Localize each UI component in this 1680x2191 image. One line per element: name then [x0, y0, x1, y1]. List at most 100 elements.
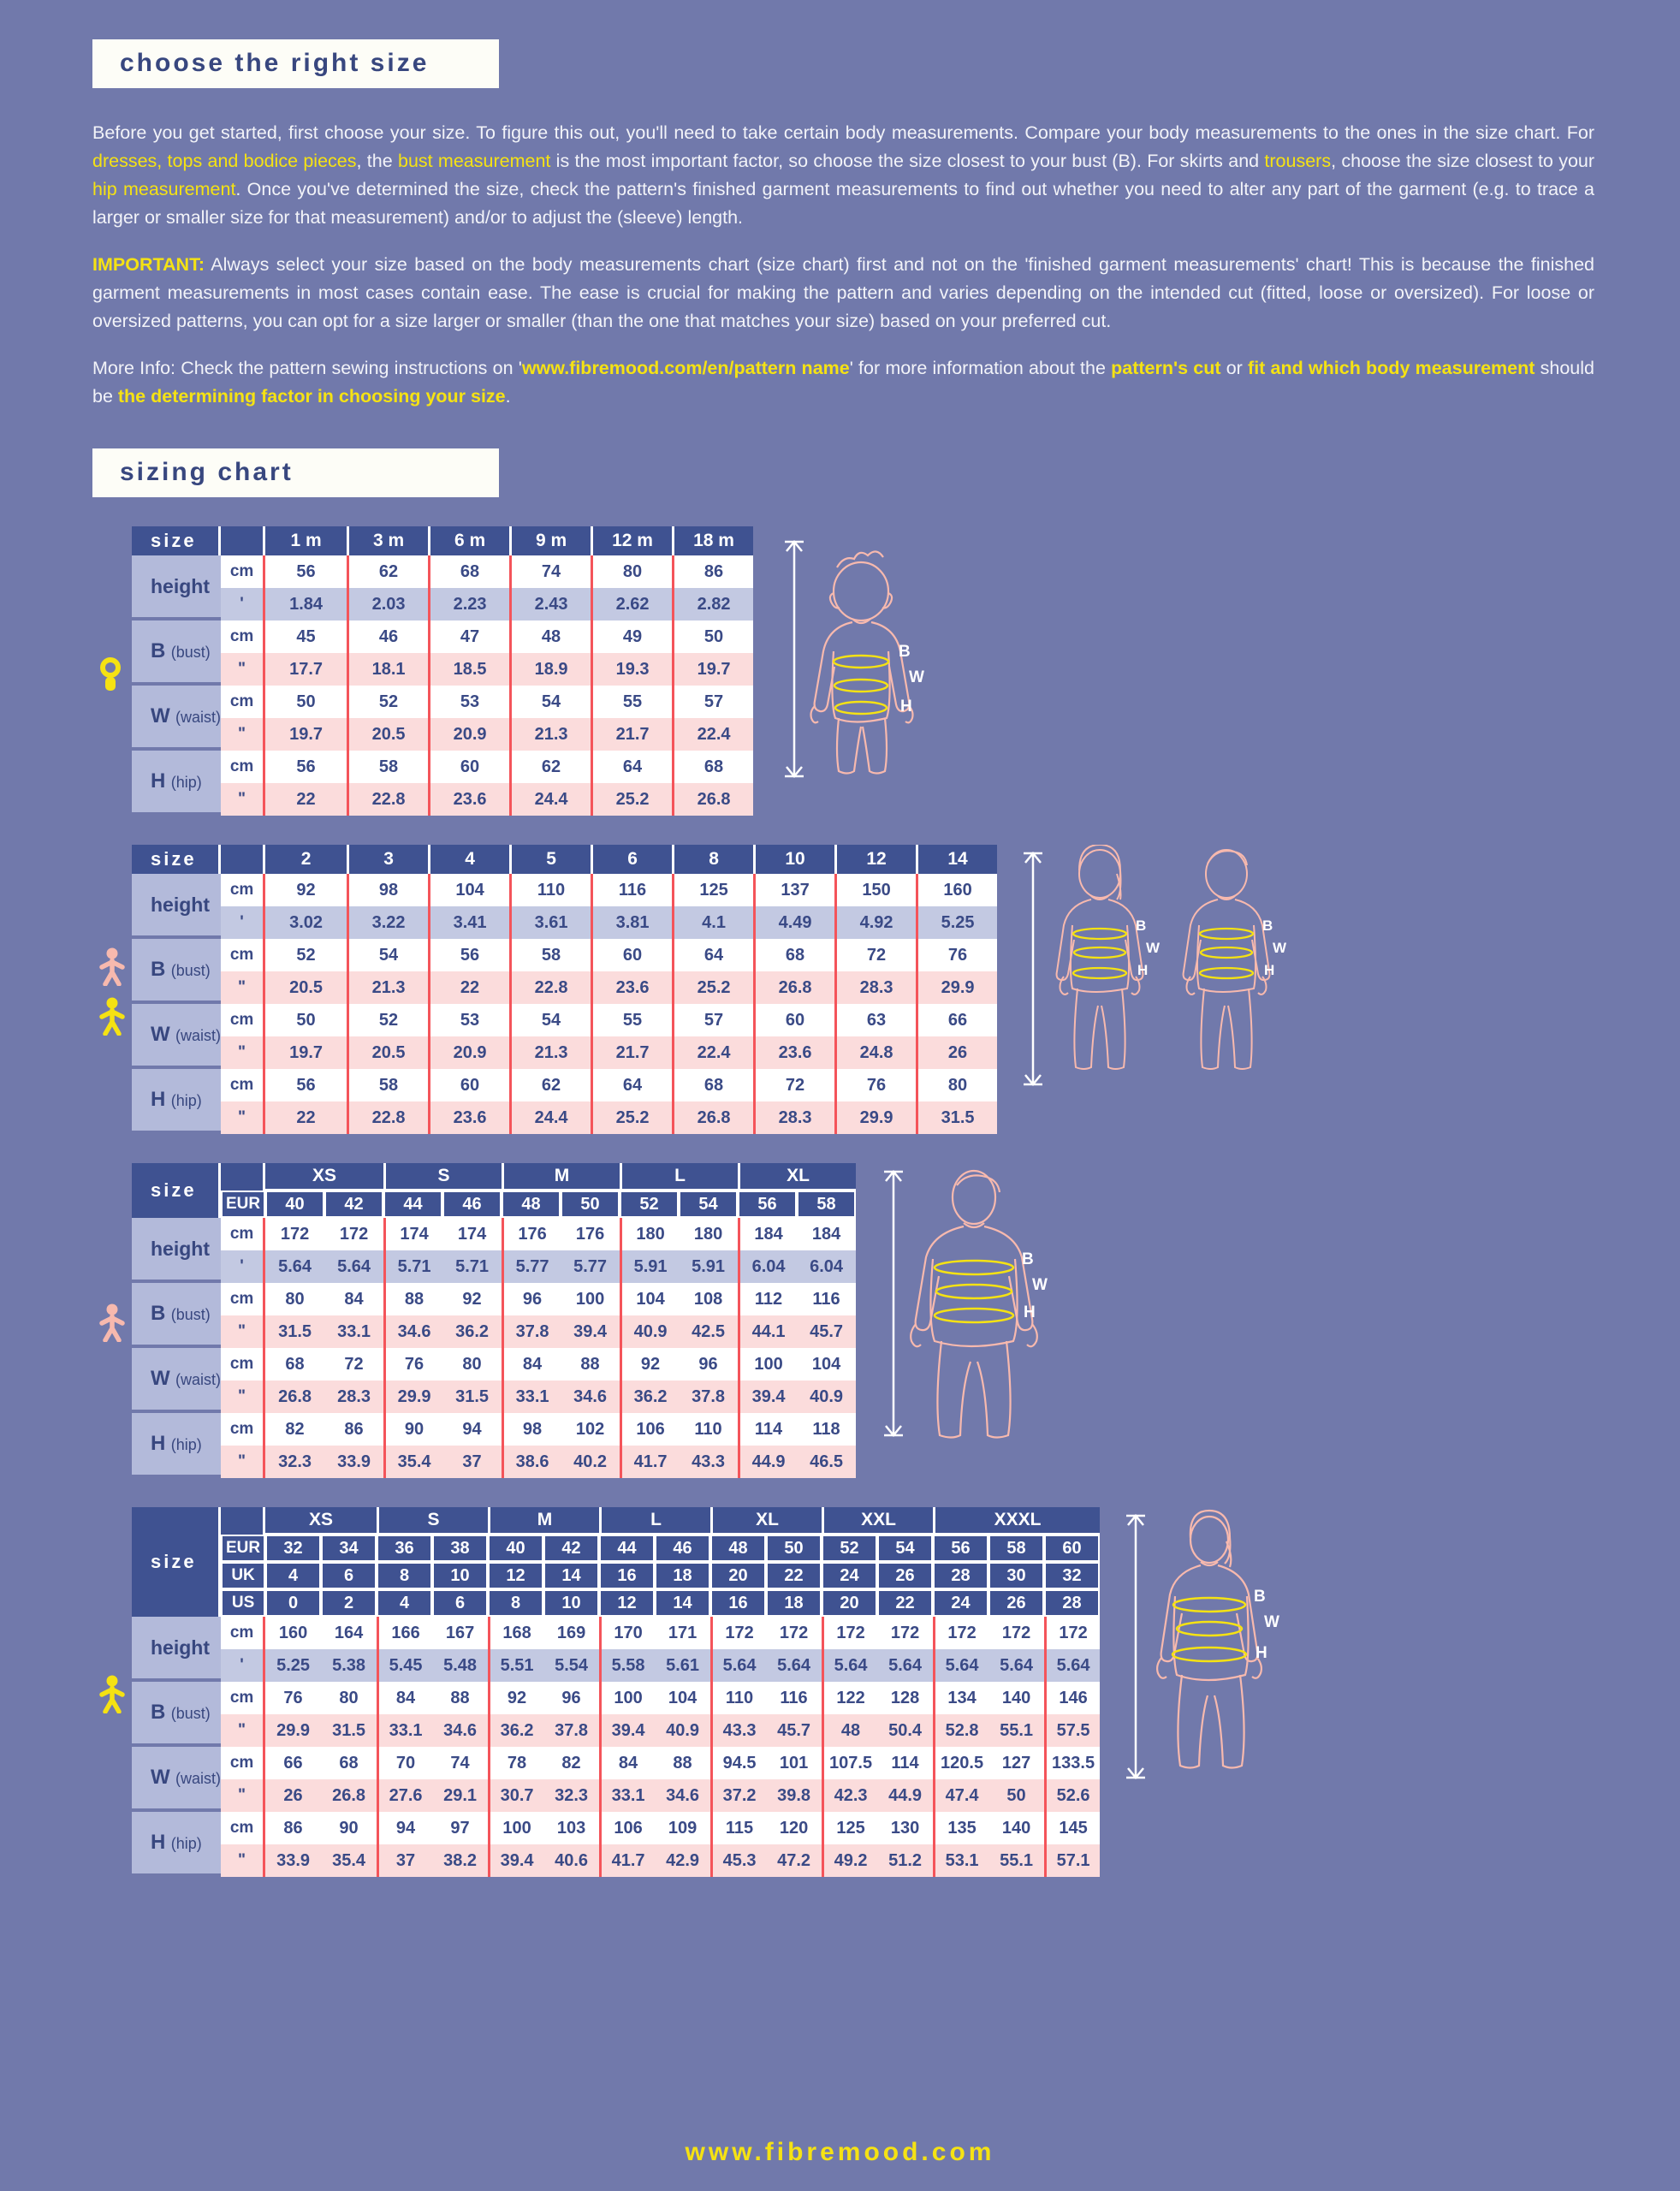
size-number-cell: 38 [432, 1535, 489, 1562]
value-cell: 58 [347, 751, 429, 783]
value-cell: 23.6 [591, 971, 673, 1004]
value-cell: 5.71 [383, 1250, 443, 1283]
group-avatar-men [92, 1163, 132, 1478]
size-column-header: 2 [265, 845, 347, 874]
value-cell: 108 [679, 1283, 739, 1315]
value-cell: 128 [877, 1682, 934, 1714]
value-cell: 104 [797, 1348, 857, 1381]
size-column-header: 6 [591, 845, 673, 874]
svg-text:H: H [1264, 962, 1274, 978]
value-cell: 5.64 [933, 1649, 989, 1682]
unit-cell-cm: cm [221, 555, 266, 588]
value-cell: 90 [321, 1812, 377, 1844]
value-cell: 25.2 [591, 1101, 673, 1134]
intro-paragraph-important: IMPORTANT: Always select your size based… [92, 251, 1594, 335]
unit-cell-alt: " [221, 783, 266, 816]
value-cell: 57.1 [1044, 1844, 1101, 1877]
size-number-cell: 34 [321, 1535, 377, 1562]
unit-cell-alt: " [221, 1036, 266, 1069]
value-cell: 29.1 [432, 1779, 489, 1812]
value-cell: 26.8 [672, 783, 754, 816]
value-cell: 49.2 [822, 1844, 878, 1877]
value-cell: 70 [377, 1747, 433, 1779]
value-cell: 170 [599, 1617, 656, 1649]
group-avatar-kids [92, 845, 132, 1134]
value-cell: 45 [265, 620, 347, 653]
value-cell: 18.9 [509, 653, 591, 686]
person-icon-pink [99, 947, 125, 986]
value-cell: 84 [324, 1283, 384, 1315]
value-cell: 40.9 [797, 1381, 857, 1413]
value-cell: 34.6 [383, 1315, 443, 1348]
value-cell: 24.4 [509, 1101, 591, 1134]
value-cell: 74 [509, 555, 591, 588]
important-text: Always select your size based on the bod… [92, 254, 1594, 331]
size-number-cell: 46 [655, 1535, 711, 1562]
value-cell: 39.4 [599, 1714, 656, 1747]
value-cell: 22 [265, 783, 347, 816]
value-cell: 68 [265, 1348, 325, 1381]
value-cell: 22 [265, 1101, 347, 1134]
value-cell: 29.9 [916, 971, 998, 1004]
value-cell: 98 [347, 874, 429, 906]
svg-text:W: W [1146, 940, 1161, 956]
unit-cell-alt: " [221, 718, 266, 751]
value-cell: 184 [738, 1218, 798, 1250]
value-cell: 76 [383, 1348, 443, 1381]
value-cell: 40.2 [561, 1446, 620, 1478]
value-cell: 101 [766, 1747, 822, 1779]
value-cell: 6.04 [797, 1250, 857, 1283]
value-cell: 80 [321, 1682, 377, 1714]
unit-cell-cm: cm [221, 1812, 266, 1844]
size-group-header: XXXL [933, 1507, 1101, 1535]
pattern-url-link[interactable]: www.fibremood.com/en/pattern name [521, 358, 850, 378]
section-heading-sizing-chart: sizing chart [92, 448, 499, 497]
value-cell: 29.9 [834, 1101, 917, 1134]
value-cell: 106 [620, 1413, 680, 1446]
size-number-cell: 52 [822, 1535, 878, 1562]
standard-label-uk: UK [221, 1562, 266, 1589]
value-cell: 50 [672, 620, 754, 653]
unit-cell-cm: cm [221, 874, 266, 906]
value-cell: 20.5 [347, 1036, 429, 1069]
value-cell: 47.4 [933, 1779, 989, 1812]
figure-column-baby: B W H [777, 526, 974, 805]
value-cell: 23.6 [753, 1036, 835, 1069]
svg-text:H: H [1256, 1644, 1267, 1662]
value-cell: 176 [502, 1218, 561, 1250]
value-cell: 107.5 [822, 1747, 878, 1779]
value-cell: 92 [265, 874, 347, 906]
value-cell: 38.6 [502, 1446, 561, 1478]
value-cell: 110 [509, 874, 591, 906]
size-number-cell: 6 [321, 1562, 377, 1589]
value-cell: 134 [933, 1682, 989, 1714]
value-cell: 42.5 [679, 1315, 739, 1348]
value-cell: 184 [797, 1218, 857, 1250]
size-group-header: XS [265, 1163, 384, 1191]
value-cell: 37 [442, 1446, 502, 1478]
svg-text:B: B [1022, 1250, 1034, 1268]
value-cell: 100 [738, 1348, 798, 1381]
value-cell: 43.3 [679, 1446, 739, 1478]
value-cell: 116 [591, 874, 673, 906]
value-cell: 82 [265, 1413, 325, 1446]
value-cell: 45.7 [797, 1315, 857, 1348]
value-cell: 22.4 [672, 718, 754, 751]
intro-paragraph-1: Before you get started, first choose you… [92, 119, 1594, 232]
value-cell: 160 [916, 874, 998, 906]
value-cell: 56 [265, 555, 347, 588]
value-cell: 2.23 [428, 588, 510, 620]
measurement-row-label: height [132, 1617, 222, 1682]
measurement-row-label: height [132, 874, 222, 939]
figure-column-kids: B W H B W H [1021, 843, 1303, 1106]
value-cell: 80 [591, 555, 673, 588]
value-cell: 53 [428, 1004, 510, 1036]
value-cell: 54 [509, 686, 591, 718]
size-number-cell: 50 [766, 1535, 822, 1562]
value-cell: 41.7 [599, 1844, 656, 1877]
value-cell: 172 [933, 1617, 989, 1649]
value-cell: 34.6 [561, 1381, 620, 1413]
value-cell: 46.5 [797, 1446, 857, 1478]
size-group-header: L [599, 1507, 711, 1535]
value-cell: 125 [672, 874, 754, 906]
